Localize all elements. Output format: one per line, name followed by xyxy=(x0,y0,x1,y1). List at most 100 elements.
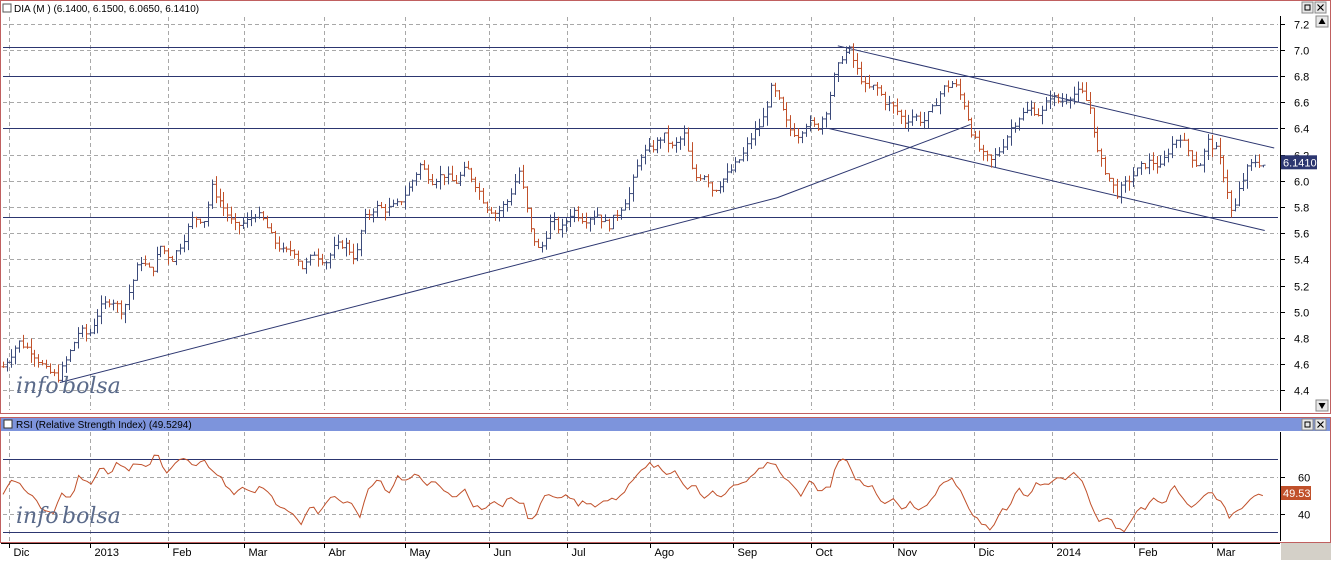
ohlc-bar xyxy=(395,198,400,206)
ohlc-bar xyxy=(473,176,478,193)
ohlc-bar xyxy=(509,188,514,206)
ohlc-bar xyxy=(1064,93,1069,105)
close-icon xyxy=(1317,4,1324,11)
ohlc-bar xyxy=(320,253,325,266)
rsi-pane-title: RSI (Relative Strength Index) (49.5294) xyxy=(16,420,192,431)
ohlc-bar xyxy=(166,248,171,265)
ohlc-bar xyxy=(643,144,648,165)
ohlc-bar xyxy=(1147,153,1152,175)
ohlc-bar xyxy=(340,240,345,249)
ohlc-bar xyxy=(1095,126,1100,153)
ohlc-bar xyxy=(1143,162,1148,170)
price-scroll-down-button[interactable] xyxy=(1315,399,1329,412)
month-label: Oct xyxy=(816,547,833,559)
ohlc-bar xyxy=(269,223,274,234)
price-scroll-up-button[interactable] xyxy=(1315,15,1329,28)
ohlc-bar xyxy=(304,257,309,274)
ohlc-bar xyxy=(296,250,301,266)
price-tick-label: 4.8 xyxy=(1294,334,1309,346)
price-tick-label: 4.4 xyxy=(1294,386,1309,398)
ohlc-bar xyxy=(505,199,510,212)
ohlc-bar xyxy=(1225,169,1230,199)
ohlc-bar xyxy=(139,256,144,272)
ohlc-bar xyxy=(1166,148,1171,163)
ohlc-bar xyxy=(946,80,951,93)
ohlc-bar xyxy=(1123,176,1128,193)
ohlc-bar xyxy=(115,300,120,313)
price-pane-header-icon xyxy=(2,3,12,13)
rsi-minimize-button[interactable] xyxy=(1301,418,1314,431)
ohlc-bar xyxy=(847,45,852,55)
ohlc-bar xyxy=(887,95,892,112)
ohlc-bar xyxy=(1107,173,1112,182)
ohlc-bar xyxy=(202,221,207,228)
price-minimize-button[interactable] xyxy=(1301,1,1314,14)
ohlc-bar xyxy=(68,349,73,362)
ohlc-bar xyxy=(918,111,923,127)
ohlc-bar xyxy=(1025,101,1030,114)
rsi-close-button[interactable] xyxy=(1314,418,1327,431)
ohlc-bar xyxy=(1111,177,1116,194)
ohlc-bar xyxy=(182,234,187,253)
ohlc-bar xyxy=(241,217,246,230)
ohlc-bar xyxy=(489,207,494,214)
ohlc-bar xyxy=(284,246,289,253)
ohlc-bar xyxy=(871,84,876,91)
ohlc-bar xyxy=(741,147,746,162)
ohlc-bar xyxy=(906,114,911,132)
month-label: Mar xyxy=(249,547,268,559)
ohlc-bar xyxy=(162,245,167,255)
ohlc-bar xyxy=(143,255,148,267)
ohlc-bar xyxy=(682,125,687,146)
ohlc-bar xyxy=(1084,82,1089,102)
rsi-last-tag: 49.53 xyxy=(1281,486,1311,500)
ohlc-bar xyxy=(387,197,392,217)
ohlc-bar xyxy=(662,132,667,143)
ohlc-bar xyxy=(556,216,561,234)
ohlc-bar xyxy=(521,164,526,189)
ohlc-bar xyxy=(623,199,628,211)
ohlc-bar xyxy=(206,201,211,227)
ohlc-bar xyxy=(84,324,89,342)
ohlc-bar xyxy=(891,101,896,114)
ohlc-bar xyxy=(1005,135,1010,151)
ohlc-bar xyxy=(1068,96,1073,109)
ohlc-bar xyxy=(25,342,30,349)
ohlc-bar xyxy=(733,157,738,173)
ohlc-bar xyxy=(1151,152,1156,171)
ohlc-bar xyxy=(800,131,805,144)
minimize-icon xyxy=(1304,4,1311,11)
time-axis: Dic 2013 Feb Mar Abr May Jun Jul Ago Sep Oct Nov Dic… xyxy=(9,543,1236,559)
rsi-pane-header-icon xyxy=(3,419,13,429)
ohlc-bar xyxy=(714,189,719,192)
ohlc-bar xyxy=(1190,150,1195,168)
scroll-down-arrow-icon xyxy=(1318,403,1326,409)
ohlc-bar xyxy=(493,210,498,221)
ohlc-bar xyxy=(56,364,61,383)
ohlc-bar xyxy=(729,164,734,174)
month-label: Mar xyxy=(1217,547,1236,559)
price-close-button[interactable] xyxy=(1314,1,1327,14)
ohlc-bar xyxy=(580,213,585,224)
ohlc-bar xyxy=(828,91,833,120)
ohlc-bar xyxy=(753,121,758,146)
price-trendlines xyxy=(59,45,1275,383)
month-label: Feb xyxy=(1139,547,1158,559)
ohlc-bar xyxy=(52,369,57,377)
ohlc-bar xyxy=(190,211,195,230)
svg-text:info: info xyxy=(16,504,59,529)
ohlc-bar xyxy=(76,327,81,349)
month-label: Jul xyxy=(572,547,586,559)
price-last-tag: 6.1410 xyxy=(1281,155,1317,170)
ohlc-bar xyxy=(1088,92,1093,115)
ohlc-bar xyxy=(552,212,557,231)
ohlc-bar xyxy=(1194,151,1199,168)
ohlc-bar xyxy=(1237,181,1242,207)
ohlc-bar xyxy=(170,255,175,262)
scroll-up-arrow-icon xyxy=(1318,18,1326,24)
price-tick-label: 7.0 xyxy=(1294,46,1309,58)
ohlc-bar xyxy=(1052,92,1057,107)
ohlc-bar xyxy=(1,361,6,368)
ohlc-bar xyxy=(678,136,683,150)
ohlc-bar xyxy=(1048,90,1053,109)
